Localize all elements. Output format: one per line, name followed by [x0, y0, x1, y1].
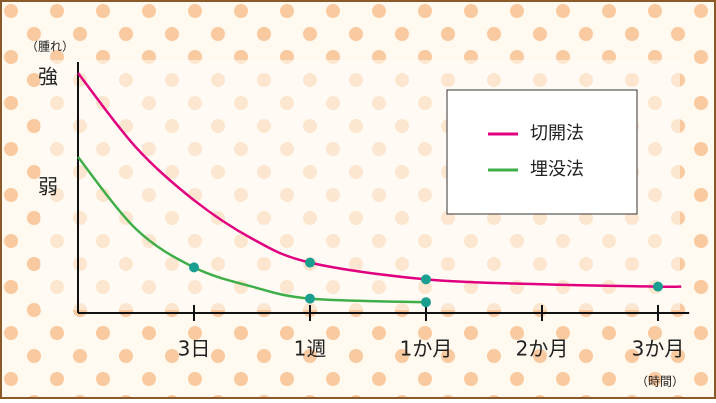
- legend-box: [446, 89, 638, 215]
- x-tick-label: 3日: [178, 337, 211, 361]
- y-axis-label: （腫れ）: [26, 40, 74, 54]
- x-tick-label: 1か月: [400, 337, 453, 361]
- point: [421, 297, 431, 308]
- x-tick-label: 2か月: [516, 337, 569, 361]
- x-tick-label: 3か月: [632, 337, 685, 361]
- y-tick-label: 弱: [38, 175, 58, 199]
- legend-label: 切開法: [530, 123, 584, 144]
- line: [77, 156, 427, 304]
- point: [305, 257, 315, 268]
- line: [77, 72, 682, 289]
- point: [189, 262, 199, 273]
- x-tick-label: 1週: [294, 337, 327, 361]
- point: [421, 274, 431, 285]
- point: [653, 281, 663, 292]
- x-axis-label: （時間）: [636, 375, 684, 389]
- y-tick-label: 強: [38, 64, 58, 88]
- point: [305, 293, 315, 304]
- legend-label: 埋没法: [530, 159, 584, 180]
